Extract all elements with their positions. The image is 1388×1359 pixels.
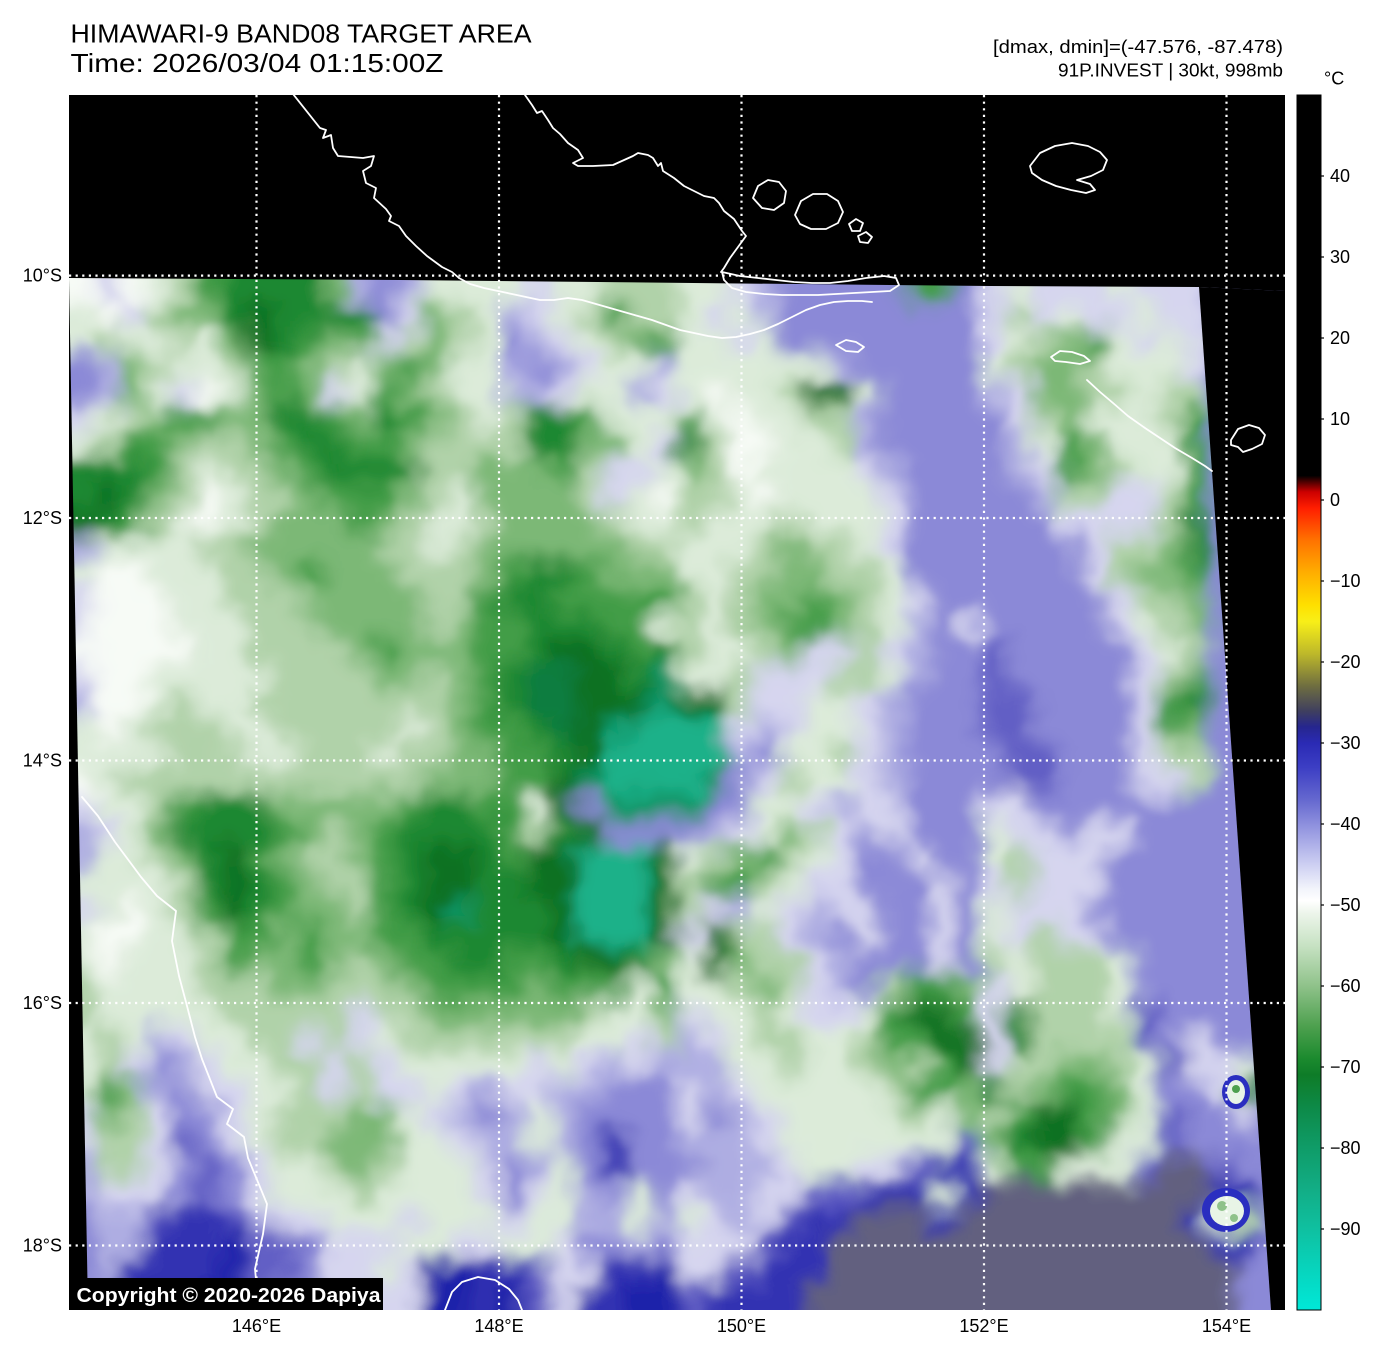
svg-text:−70: −70	[1330, 1057, 1361, 1077]
svg-text:10°S: 10°S	[23, 266, 62, 286]
svg-text:154°E: 154°E	[1202, 1316, 1251, 1336]
svg-text:[dmax, dmin]=(-47.576, -87.478: [dmax, dmin]=(-47.576, -87.478)	[993, 37, 1283, 57]
svg-text:Time: 2026/03/04 01:15:00Z: Time: 2026/03/04 01:15:00Z	[71, 48, 444, 78]
svg-text:−20: −20	[1330, 652, 1361, 672]
svg-text:30: 30	[1330, 247, 1350, 267]
svg-text:152°E: 152°E	[959, 1316, 1008, 1336]
svg-text:150°E: 150°E	[717, 1316, 766, 1336]
svg-text:−30: −30	[1330, 733, 1361, 753]
svg-text:18°S: 18°S	[23, 1236, 62, 1256]
svg-text:148°E: 148°E	[474, 1316, 523, 1336]
svg-text:−80: −80	[1330, 1138, 1361, 1158]
svg-text:0: 0	[1330, 490, 1340, 510]
svg-text:−40: −40	[1330, 814, 1361, 834]
svg-text:−90: −90	[1330, 1219, 1361, 1239]
svg-text:146°E: 146°E	[232, 1316, 281, 1336]
svg-text:−10: −10	[1330, 571, 1361, 591]
svg-text:12°S: 12°S	[23, 508, 62, 528]
svg-text:Copyright © 2020-2026 Dapiya: Copyright © 2020-2026 Dapiya	[77, 1285, 382, 1307]
svg-text:91P.INVEST | 30kt, 998mb: 91P.INVEST | 30kt, 998mb	[1058, 61, 1283, 81]
svg-text:−60: −60	[1330, 976, 1361, 996]
svg-text:°C: °C	[1324, 69, 1344, 89]
svg-text:16°S: 16°S	[23, 993, 62, 1013]
svg-text:−50: −50	[1330, 895, 1361, 915]
svg-text:20: 20	[1330, 328, 1350, 348]
svg-text:HIMAWARI-9 BAND08 TARGET AREA: HIMAWARI-9 BAND08 TARGET AREA	[71, 19, 533, 49]
svg-text:40: 40	[1330, 166, 1350, 186]
svg-text:10: 10	[1330, 409, 1350, 429]
svg-text:14°S: 14°S	[23, 751, 62, 771]
